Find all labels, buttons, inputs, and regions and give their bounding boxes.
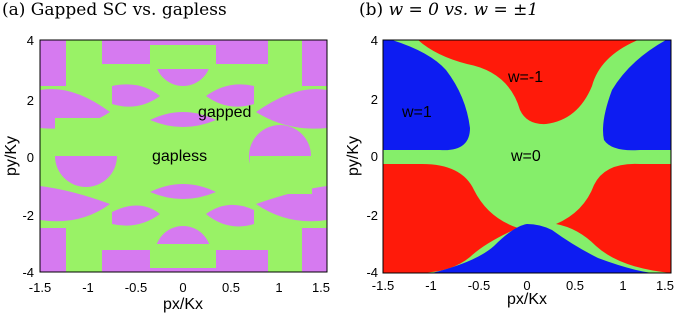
- panel-a-heatmap: [40, 40, 327, 272]
- y-tick-label: -2: [22, 208, 34, 223]
- y-axis-label: py/Ky: [345, 136, 362, 176]
- y-tick-label: -4: [22, 265, 34, 280]
- region-w-minus1-left: [383, 164, 518, 273]
- x-axis-label: px/Kx: [507, 291, 547, 308]
- x-axis-label: px/Kx: [163, 296, 203, 313]
- caption-a: (a) Gapped SC vs. gapless: [2, 0, 227, 20]
- x-tick-label: 0.5: [222, 280, 240, 295]
- x-tick-label: -1.5: [372, 278, 394, 293]
- y-tick-label: 4: [27, 33, 34, 48]
- x-tick-label: 1.5: [656, 278, 674, 293]
- x-tick-label: 0: [523, 278, 530, 293]
- panel-a-frame: [39, 39, 328, 273]
- y-axis-label: py/Ky: [3, 136, 20, 176]
- caption-b-math: w = 0 vs. w = ±1: [388, 0, 539, 20]
- annotation-gapless: gapless: [152, 148, 207, 165]
- annotation-w-minus1: w=-1: [507, 69, 543, 86]
- panel-b-frame: [382, 39, 672, 274]
- caption-b: (b) w = 0 vs. w = ±1: [359, 0, 538, 20]
- x-tick-label: 1: [619, 278, 626, 293]
- x-tick-label: -0.5: [468, 278, 490, 293]
- panel-b-y-ticks: 4 2 0 -2 -4: [366, 33, 378, 280]
- x-tick-label: -0.5: [125, 280, 147, 295]
- panel-b-heatmap: [383, 40, 671, 273]
- x-tick-label: 0.5: [566, 278, 584, 293]
- panel-a: gapped gapless -1.5 -1 -0.5 0 0.5 1 1.5 …: [3, 33, 330, 313]
- x-tick-label: -1.5: [29, 280, 51, 295]
- panel-a-x-ticks: -1.5 -1 -0.5 0 0.5 1 1.5: [29, 280, 330, 295]
- annotation-w1: w=1: [401, 104, 432, 121]
- region-w1-left: [383, 40, 470, 151]
- region-w-minus1-right: [556, 163, 671, 273]
- panel-a-y-ticks: 4 2 0 -2 -4: [22, 33, 34, 280]
- region-w-minus1-top: [418, 40, 638, 125]
- annotation-w0: w=0: [510, 148, 541, 165]
- panel-b-x-ticks: -1.5 -1 -0.5 0 0.5 1 1.5: [372, 278, 674, 293]
- x-tick-label: -1: [425, 278, 437, 293]
- x-tick-label: 1.5: [312, 280, 330, 295]
- y-tick-label: 0: [371, 149, 378, 164]
- region-gapless-islands: [55, 45, 312, 268]
- annotation-gapped: gapped: [198, 104, 251, 121]
- y-tick-label: 2: [27, 93, 34, 108]
- y-tick-label: 0: [27, 150, 34, 165]
- y-tick-label: 2: [371, 92, 378, 107]
- y-tick-label: 4: [371, 33, 378, 48]
- panel-b: w=-1 w=1 w=0 -1.5 -1 -0.5 0 0.5 1 1.5 4 …: [345, 33, 674, 308]
- region-w1-bottom: [432, 224, 652, 273]
- region-w1-right: [603, 40, 671, 151]
- x-tick-label: -1: [82, 280, 94, 295]
- x-tick-label: 1: [275, 280, 282, 295]
- x-tick-label: 0: [179, 280, 186, 295]
- caption-b-prefix: (b): [359, 0, 384, 20]
- y-tick-label: -4: [366, 265, 378, 280]
- y-tick-label: -2: [366, 208, 378, 223]
